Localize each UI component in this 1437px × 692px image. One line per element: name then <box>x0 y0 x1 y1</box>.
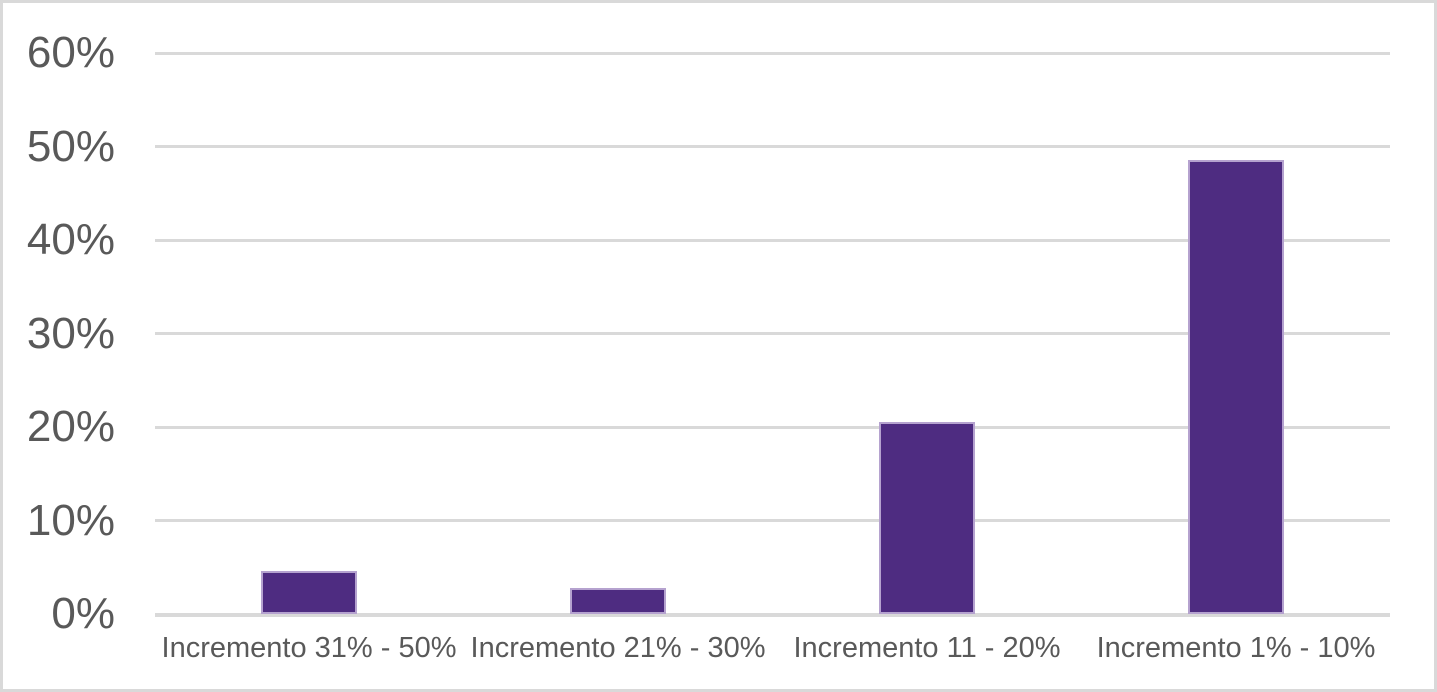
gridline <box>155 52 1390 55</box>
y-tick-label: 20% <box>26 402 115 451</box>
bar-4 <box>1188 160 1284 614</box>
y-tick-label: 10% <box>26 496 115 545</box>
y-tick-label: 0% <box>51 589 115 638</box>
gridline <box>155 519 1390 522</box>
x-category-label: Incremento 11 - 20% <box>793 632 1061 664</box>
y-tick-label: 60% <box>26 28 115 77</box>
x-category-label: Incremento 31% - 50% <box>161 632 457 664</box>
gridline <box>155 426 1390 429</box>
bar-1 <box>261 571 357 614</box>
bar-2 <box>570 588 666 614</box>
x-category-label: Incremento 21% - 30% <box>470 632 766 664</box>
gridline <box>155 332 1390 335</box>
y-tick-label: 40% <box>26 215 115 264</box>
gridline <box>155 239 1390 242</box>
x-category-label: Incremento 1% - 10% <box>1096 632 1376 664</box>
gridline <box>155 145 1390 148</box>
bar-3 <box>879 422 975 614</box>
y-tick-label: 50% <box>26 122 115 171</box>
x-axis-line <box>155 613 1390 617</box>
y-tick-label: 30% <box>26 309 115 358</box>
